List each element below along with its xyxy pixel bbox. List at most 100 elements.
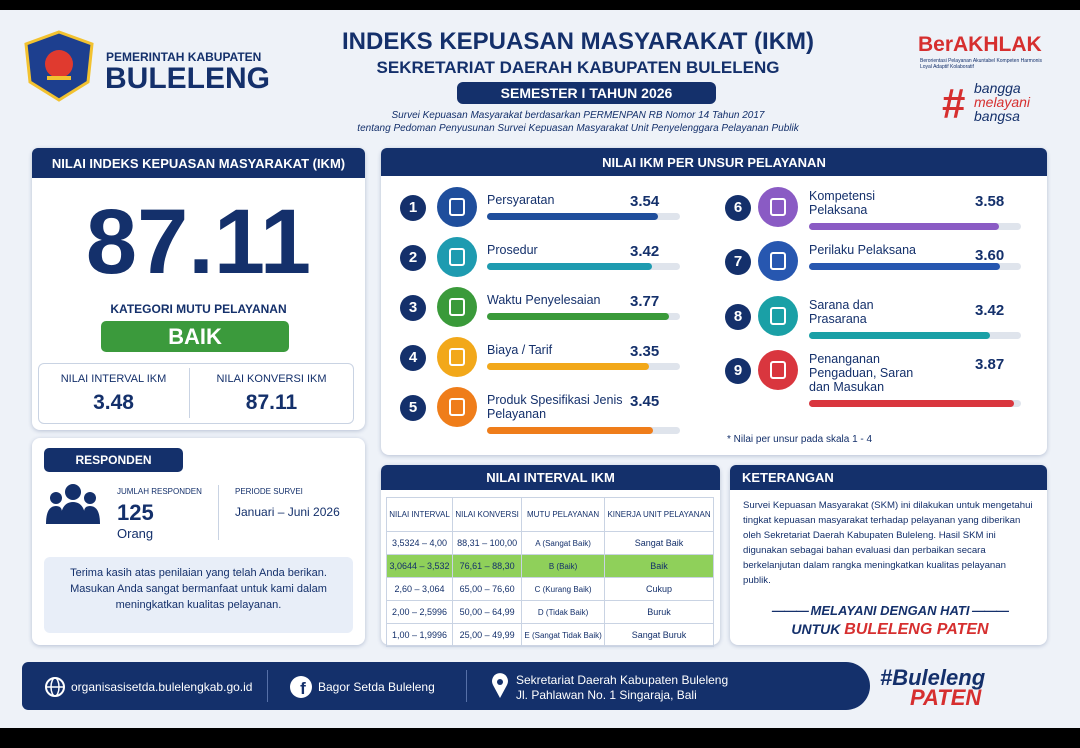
unit-icon-glyph [770,307,786,325]
unit-icon-glyph [449,348,465,366]
interval-table: NILAI INTERVAL NILAI KONVERSI MUTU PELAYAN… [385,497,714,647]
table-row: 1,00 – 1,9996 25,00 – 49,99 E (Sangat Tida… [385,623,714,647]
basis-line1: Survei Kepuasan Masyarakat berdasarkan P… [391,110,765,121]
unit-score: 3.58 [975,193,1005,210]
table-cell: 2,60 – 3,064 [385,577,454,601]
unit-score: 3.54 [630,193,660,210]
unit-icon [758,187,798,227]
address-line: Sekretariat Daerah Kabupaten Buleleng [516,673,729,687]
address-line: Jl. Pahlawan No. 1 Singaraja, Bali [516,688,697,702]
unit-bar-track [809,263,1021,270]
unit-icon-glyph [449,198,465,216]
unit-number: 6 [725,195,751,221]
unit-bar [487,263,652,270]
period-label: PERIODE SURVEI [235,487,303,496]
table-row: 3,5324 – 4,00 88,31 – 100,00 A (Sangat Bai… [385,531,714,555]
table-cell: B (Baik) [521,554,606,578]
divider [466,670,467,702]
footer [22,662,870,710]
table-header-cell: NILAI INTERVAL [385,497,454,532]
unit-icon [758,241,798,281]
period: Januari – Juni 2026 [235,505,340,519]
unit-name: Waktu Penyelesaian [487,293,601,307]
unit-icon [437,287,477,327]
divider [218,485,219,540]
unit-name: Sarana dan Prasarana [809,298,874,326]
unit-bar [487,213,658,220]
slogan: bangga melayani bangsa [974,81,1030,123]
category: BAIK [101,321,289,352]
unit-item: Persyaratan [487,193,680,220]
unit-icon-glyph [770,198,786,216]
berakhlak-tagline: Berorientasi Pelayanan Akuntabel Kompete… [920,58,1043,70]
unit-icon [437,187,477,227]
unit-name: Perilaku Pelaksana [809,243,917,257]
unit-bar [809,400,1015,407]
semester: SEMESTER I TAHUN 2026 [457,82,716,104]
unit-icon [437,387,477,427]
subtitle: SEKRETARIAT DAERAH KABUPATEN BULELENG [376,58,780,77]
table-row: 2,00 – 2,5996 50,00 – 64,99 D (Tidak Baik)… [385,600,714,624]
title: INDEKS KEPUASAN MASYARAKAT (IKM) [341,28,815,55]
unit-name: Penanganan Pengaduan, Saran dan Masukan [809,352,914,394]
sub-box [38,363,354,424]
unit-icon-glyph [770,252,786,270]
divider [267,670,268,702]
motto-line1: ——— MELAYANI DENGAN HATI ——— [771,603,1009,618]
facebook-icon: f [290,676,312,698]
svg-text:f: f [300,679,306,698]
unit-name: Produk Spesifikasi Jenis Pelayanan [487,393,623,421]
unit-number: 1 [400,195,426,221]
slogan-word: bangga [974,80,1021,96]
unit-icon-glyph [449,298,465,316]
slogan-word: melayani [974,94,1031,110]
unit-bar [487,427,654,434]
table-header-row: NILAI INTERVAL NILAI KONVERSI MUTU PELAYAN… [385,497,714,532]
unit-bar-track [809,332,1021,339]
thanks: Terima kasih atas penilaian yang telah A… [44,557,353,633]
table-cell: D (Tidak Baik) [521,600,606,624]
table-row: 3,0644 – 3,532 76,61 – 88,30 B (Baik) Baik [385,554,714,578]
ikm-score: 87.11 [85,191,312,293]
unit-bar-track [487,213,680,220]
notes-heading: KETERANGAN [730,465,1047,490]
table-cell: 3,0644 – 3,532 [385,554,454,578]
units-note: * Nilai per unsur pada skala 1 - 4 [727,434,873,445]
unit-item: Penanganan Pengaduan, Saran dan Masukan [809,352,1021,407]
unit-icon-glyph [770,361,786,379]
motto-highlight: BULELENG PATEN [844,621,989,638]
unit-score: 3.87 [975,356,1005,373]
unit-bar [809,223,999,230]
unit-icon [437,237,477,277]
notes-text: Survei Kepuasan Masyarakat (SKM) ini dil… [743,500,1033,586]
website[interactable]: organisasisetda.bulelengkab.go.id [71,680,253,694]
table-cell: E (Sangat Tidak Baik) [521,623,606,647]
unit-icon-glyph [449,248,465,266]
unit-score: 3.77 [630,293,660,310]
table-cell: 76,61 – 88,30 [452,554,523,578]
table-cell: 88,31 – 100,00 [452,531,523,555]
web-icon [45,677,65,697]
table-cell: 3,5324 – 4,00 [385,531,454,555]
unit-item: Prosedur [487,243,680,270]
hashtag-line: #Buleleng [880,665,986,690]
conversion-value: 87.11 [245,391,298,414]
interval-label: NILAI INTERVAL IKM [60,373,167,385]
unit-bar [809,332,991,339]
address: Sekretariat Daerah Kabupaten Buleleng Jl.… [516,673,728,703]
table-row: 2,60 – 3,064 65,00 – 76,60 C (Kurang Baik)… [385,577,714,601]
motto-text: MELAYANI DENGAN HATI [810,603,970,618]
table-cell: A (Sangat Baik) [521,531,606,555]
unit-score: 3.60 [975,247,1005,264]
unit-icon-glyph [449,398,465,416]
unit-score: 3.42 [975,302,1005,319]
unit-number: 2 [400,245,426,271]
unit-bar-track [487,313,680,320]
slogan-word: bangsa [974,108,1020,124]
notes-card [730,465,1047,645]
unit-item: Kompetensi Pelaksana [809,189,1021,230]
divider [189,368,190,418]
interval-value: 3.48 [93,391,134,414]
facebook[interactable]: Bagor Setda Buleleng [318,680,435,694]
